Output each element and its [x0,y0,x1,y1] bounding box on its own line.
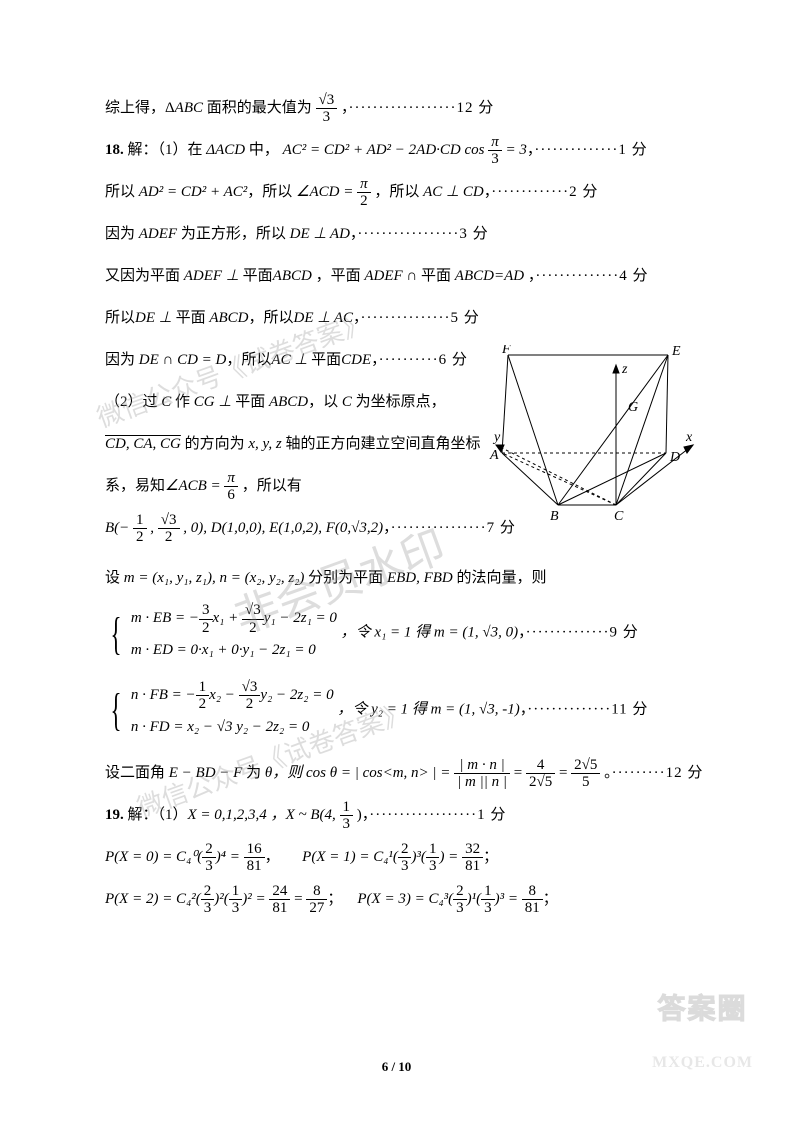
svg-text:F: F [501,345,511,357]
line-16: 19. 解：（1）X = 0,1,2,3,4 ，X ~ B(4, 13 )，··… [105,797,688,833]
svg-text:x: x [685,430,693,445]
line-3: 所以 AD² = CD² + AC²，所以 ∠ACD = π2 ，所以 AC ⊥… [105,174,688,210]
line-15: 设二面角 E − BD − F 为 θ，则 cos θ = | cos<m, n… [105,755,688,791]
svg-text:E: E [671,345,681,359]
line-4: 因为 ADEF 为正方形，所以 DE ⊥ AD，················… [105,216,688,252]
svg-text:B: B [550,509,559,524]
svg-text:C: C [614,509,624,524]
geometry-diagram: F E A D B C G x y z [488,345,698,525]
line-18: P(X = 2) = C₄²(23)²(13)² = 2481 = 827； P… [105,881,688,917]
svg-text:G: G [628,400,638,415]
line-2: 18. 解：（1）在 ΔACD 中， AC² = CD² + AD² − 2AD… [105,132,688,168]
line-17: P(X = 0) = C₄⁰(23)⁴ = 1681， P(X = 1) = C… [105,839,688,875]
watermark-logo: 答案圈 MXQE.COM [652,976,753,1082]
svg-text:z: z [621,362,628,377]
svg-text:A: A [489,448,499,463]
line-12: 设 m = (x₁, y₁, z₁), n = (x₂, y₂, z₂) 分别为… [105,560,688,596]
line-1: 综上得，ΔABC 面积的最大值为 √33 ，··················… [105,90,688,126]
svg-text:D: D [669,450,680,465]
line-6: 所以DE ⊥ 平面 ABCD，所以DE ⊥ AC，···············… [105,300,688,336]
line-5: 又因为平面 ADEF ⊥ 平面ABCD ，平面 ADEF ∩ 平面 ABCD=A… [105,258,688,294]
svg-text:y: y [492,430,501,445]
line-13: { m · EB = −32x₁ + √32y₁ − 2z₁ = 0 m · E… [105,602,688,665]
line-14: { n · FB = −12x₂ − √32y₂ − 2z₂ = 0 n · F… [105,679,688,742]
